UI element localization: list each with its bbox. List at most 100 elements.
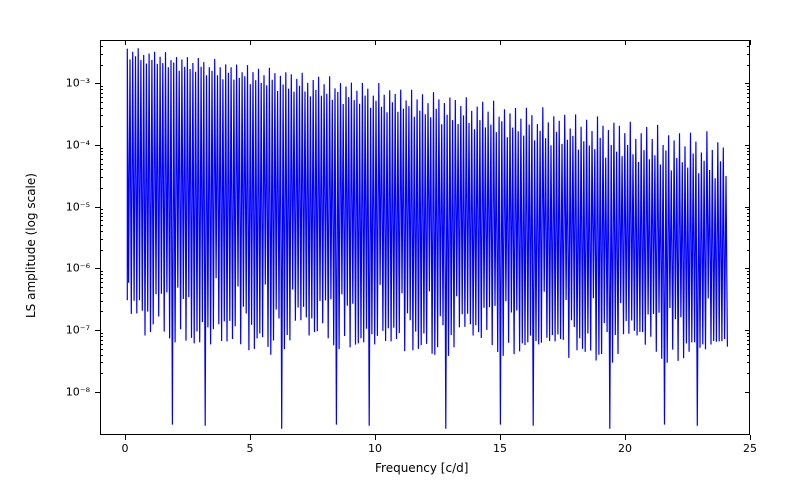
y-tick-label: 10⁻⁸: [50, 385, 90, 398]
y-tick-label: 10⁻⁶: [50, 262, 90, 275]
y-minor-tick: [100, 159, 103, 160]
y-minor-tick: [747, 239, 750, 240]
x-tick-label: 25: [743, 442, 757, 455]
y-minor-tick: [100, 278, 103, 279]
y-minor-tick: [100, 177, 103, 178]
x-tick-label: 15: [493, 442, 507, 455]
y-minor-tick: [100, 250, 103, 251]
y-minor-tick: [100, 164, 103, 165]
y-minor-tick: [747, 164, 750, 165]
y-minor-tick: [747, 154, 750, 155]
y-minor-tick: [747, 278, 750, 279]
y-minor-tick: [747, 225, 750, 226]
y-tick-mark: [745, 392, 750, 393]
y-minor-tick: [100, 86, 103, 87]
y-minor-tick: [747, 89, 750, 90]
y-minor-tick: [100, 154, 103, 155]
y-minor-tick: [100, 54, 103, 55]
y-minor-tick: [747, 148, 750, 149]
y-minor-tick: [100, 148, 103, 149]
y-minor-tick: [100, 40, 103, 41]
y-tick-mark: [95, 83, 100, 84]
x-tick-mark: [750, 40, 751, 45]
y-minor-tick: [100, 188, 103, 189]
spectrum-line: [101, 41, 751, 436]
y-tick-mark: [745, 330, 750, 331]
y-minor-tick: [747, 54, 750, 55]
y-minor-tick: [100, 355, 103, 356]
y-minor-tick: [100, 340, 103, 341]
y-minor-tick: [100, 115, 103, 116]
y-minor-tick: [100, 65, 103, 66]
y-minor-tick: [747, 177, 750, 178]
x-tick-label: 0: [122, 442, 129, 455]
y-minor-tick: [747, 108, 750, 109]
y-minor-tick: [100, 97, 103, 98]
periodogram-figure: LS amplitude (log scale) Frequency [c/d]…: [0, 0, 800, 500]
y-tick-label: 10⁻⁵: [50, 200, 90, 213]
x-tick-mark: [500, 40, 501, 45]
plot-area: [100, 40, 750, 435]
x-tick-mark: [625, 435, 626, 440]
y-minor-tick: [100, 373, 103, 374]
x-tick-mark: [625, 40, 626, 45]
y-minor-tick: [747, 126, 750, 127]
y-axis-label: LS amplitude (log scale): [24, 173, 38, 318]
y-minor-tick: [747, 282, 750, 283]
y-tick-mark: [745, 268, 750, 269]
y-minor-tick: [747, 220, 750, 221]
x-tick-mark: [375, 40, 376, 45]
x-tick-label: 20: [618, 442, 632, 455]
y-minor-tick: [100, 287, 103, 288]
y-minor-tick: [100, 93, 103, 94]
y-minor-tick: [100, 362, 103, 363]
y-minor-tick: [100, 209, 103, 210]
y-minor-tick: [747, 293, 750, 294]
y-minor-tick: [100, 333, 103, 334]
y-minor-tick: [747, 250, 750, 251]
y-minor-tick: [100, 151, 103, 152]
y-minor-tick: [100, 225, 103, 226]
y-minor-tick: [100, 126, 103, 127]
y-minor-tick: [747, 216, 750, 217]
y-minor-tick: [100, 301, 103, 302]
x-tick-label: 5: [247, 442, 254, 455]
y-minor-tick: [747, 274, 750, 275]
y-minor-tick: [747, 344, 750, 345]
y-tick-mark: [745, 83, 750, 84]
y-minor-tick: [100, 46, 103, 47]
y-minor-tick: [747, 209, 750, 210]
y-minor-tick: [100, 108, 103, 109]
y-minor-tick: [100, 216, 103, 217]
y-minor-tick: [100, 89, 103, 90]
y-minor-tick: [747, 373, 750, 374]
y-minor-tick: [100, 213, 103, 214]
y-minor-tick: [747, 336, 750, 337]
x-axis-label: Frequency [c/d]: [375, 461, 468, 475]
y-minor-tick: [100, 282, 103, 283]
x-tick-mark: [375, 435, 376, 440]
y-minor-tick: [747, 340, 750, 341]
x-tick-mark: [250, 435, 251, 440]
y-tick-mark: [95, 392, 100, 393]
y-minor-tick: [747, 86, 750, 87]
x-tick-label: 10: [368, 442, 382, 455]
y-minor-tick: [100, 349, 103, 350]
y-minor-tick: [747, 231, 750, 232]
y-minor-tick: [747, 169, 750, 170]
y-minor-tick: [100, 311, 103, 312]
y-minor-tick: [747, 287, 750, 288]
y-minor-tick: [747, 349, 750, 350]
y-minor-tick: [747, 115, 750, 116]
y-minor-tick: [100, 169, 103, 170]
y-minor-tick: [100, 344, 103, 345]
y-tick-mark: [95, 145, 100, 146]
spectrum-path: [127, 48, 727, 428]
x-tick-mark: [750, 435, 751, 440]
y-minor-tick: [100, 271, 103, 272]
y-minor-tick: [747, 97, 750, 98]
y-minor-tick: [747, 46, 750, 47]
y-tick-mark: [95, 207, 100, 208]
y-minor-tick: [747, 362, 750, 363]
x-tick-mark: [500, 435, 501, 440]
